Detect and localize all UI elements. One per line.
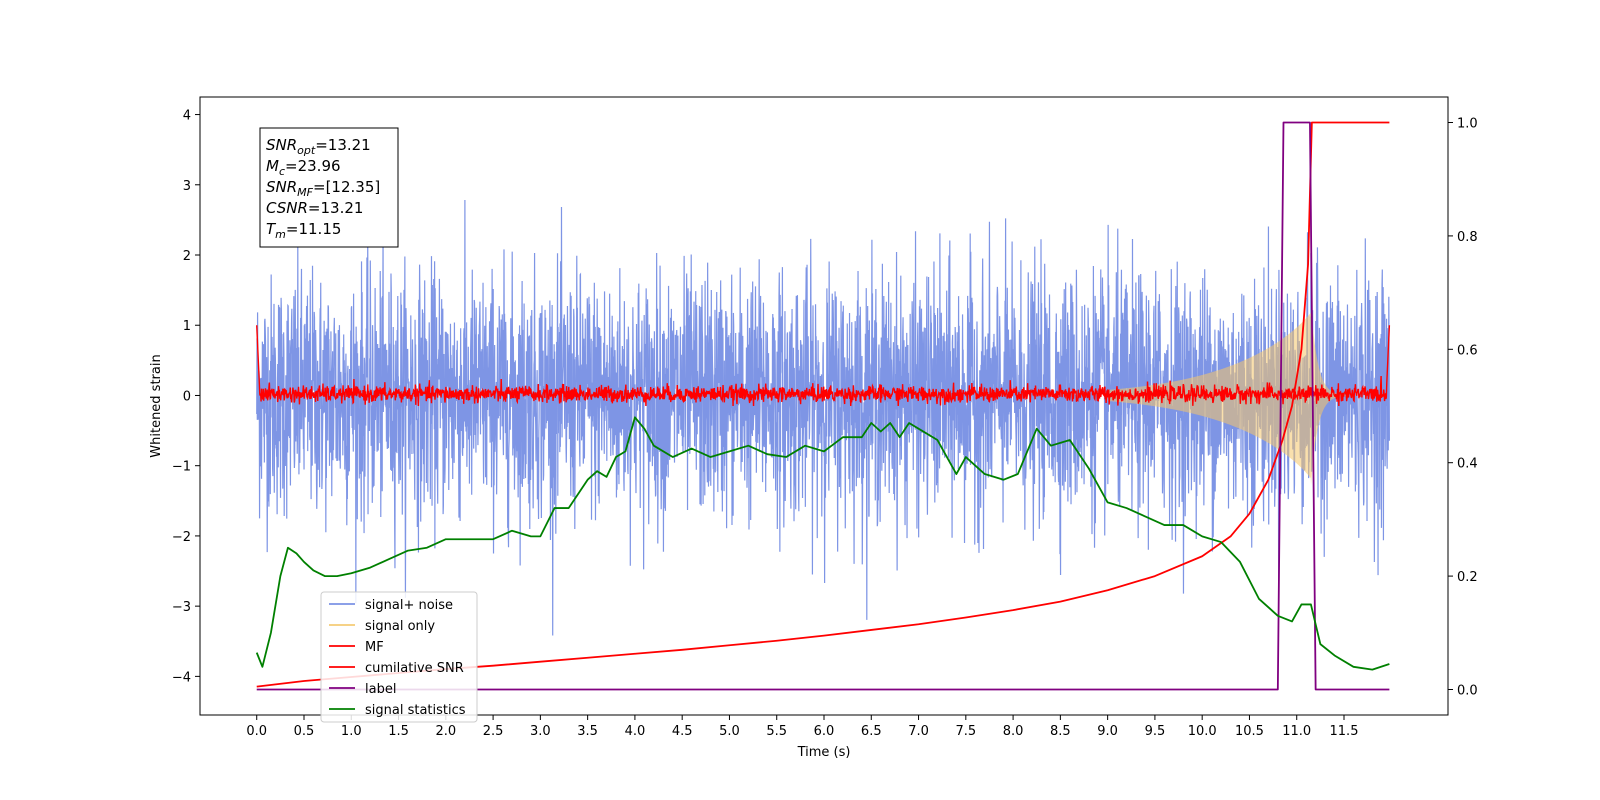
annotation-subscript: opt xyxy=(297,144,316,157)
x-tick-label: 6.0 xyxy=(814,724,835,739)
x-tick-label: 2.0 xyxy=(435,724,456,739)
x-tick-label: 8.5 xyxy=(1050,724,1071,739)
x-tick-label: 7.0 xyxy=(908,724,929,739)
annotation-value: =[12.35] xyxy=(313,178,380,196)
y2-tick-label: 0.6 xyxy=(1457,343,1478,358)
x-tick-label: 11.5 xyxy=(1330,724,1359,739)
y2-tick-label: 0.0 xyxy=(1457,683,1478,698)
y2-tick-label: 0.8 xyxy=(1457,230,1478,245)
series-mf xyxy=(256,325,1391,407)
x-tick-label: 5.5 xyxy=(766,724,787,739)
annotation-symbol: CSNR xyxy=(266,199,308,217)
annotation-box: SNRopt=13.21Mc=23.96SNRMF=[12.35]CSNR=13… xyxy=(259,127,399,248)
annotation-frame xyxy=(259,127,399,248)
annotation-value: =11.15 xyxy=(286,220,342,238)
x-tick-label: 9.5 xyxy=(1145,724,1166,739)
series-signal-noise xyxy=(256,199,1390,636)
x-tick-label: 11.0 xyxy=(1282,724,1311,739)
annotation-value: =13.21 xyxy=(308,199,364,217)
y-tick-label: −4 xyxy=(172,670,191,685)
annotation-symbol: T xyxy=(266,220,277,238)
y-tick-label: −2 xyxy=(172,530,191,545)
annotation-line: SNRMF=[12.35] xyxy=(266,178,380,199)
y-tick-label: 1 xyxy=(183,319,191,334)
annotation-symbol: M xyxy=(266,157,279,175)
y-tick-label: 0 xyxy=(183,389,191,404)
annotation-value: =23.96 xyxy=(285,157,341,175)
x-tick-label: 4.0 xyxy=(625,724,646,739)
plot-area xyxy=(255,121,1391,691)
x-tick-label: 10.0 xyxy=(1188,724,1217,739)
legend-label: signal+ noise xyxy=(365,598,453,613)
y-tick-label: 4 xyxy=(183,109,191,124)
annotation-line: SNRopt=13.21 xyxy=(266,136,371,157)
y2-tick-label: 0.2 xyxy=(1457,570,1478,585)
legend-label: MF xyxy=(365,640,384,655)
x-axis-label: Time (s) xyxy=(797,745,851,760)
annotation-subscript: MF xyxy=(297,186,313,199)
legend-label: cumilative SNR xyxy=(365,661,464,676)
y-tick-label: −3 xyxy=(172,600,191,615)
legend-frame xyxy=(320,591,478,723)
annotation-line: Tm=11.15 xyxy=(266,220,341,241)
axes: 0.0 0.5 1.0 1.5 2.0 2.5 3.0 3.5 4.0 4.5 5.0 5.5 6.0 6… xyxy=(172,109,1478,739)
y-axis-label: Whitened strain xyxy=(149,354,164,457)
x-tick-label: 2.5 xyxy=(483,724,504,739)
y-tick-label: 3 xyxy=(183,179,191,194)
series-cumilative-snr xyxy=(256,121,1390,688)
x-tick-label: 9.0 xyxy=(1097,724,1118,739)
x-tick-label: 4.5 xyxy=(672,724,693,739)
x-tick-label: 0.5 xyxy=(294,724,315,739)
series-signal-statistics xyxy=(255,416,1390,671)
annotation-value: =13.21 xyxy=(315,136,371,154)
annotation-symbol: SNR xyxy=(266,178,297,196)
series-label xyxy=(256,121,1390,691)
x-tick-label: 3.0 xyxy=(530,724,551,739)
y2-tick-label: 0.4 xyxy=(1457,457,1478,472)
x-tick-label: 6.5 xyxy=(861,724,882,739)
legend-label: signal only xyxy=(365,619,435,634)
y2-tick-label: 1.0 xyxy=(1457,117,1478,132)
x-tick-label: 8.0 xyxy=(1003,724,1024,739)
x-tick-label: 3.5 xyxy=(577,724,598,739)
annotation-subscript: c xyxy=(279,165,285,178)
annotation-line: Mc=23.96 xyxy=(266,157,341,178)
annotation-symbol: SNR xyxy=(266,136,297,154)
x-tick-label: 7.5 xyxy=(955,724,976,739)
legend-label: label xyxy=(365,682,396,697)
x-tick-label: 10.5 xyxy=(1235,724,1264,739)
legend-label: signal statistics xyxy=(365,703,466,718)
y-tick-label: −1 xyxy=(172,460,191,475)
y-tick-label: 2 xyxy=(183,249,191,264)
x-tick-label: 5.0 xyxy=(719,724,740,739)
x-tick-label: 1.5 xyxy=(388,724,409,739)
x-tick-label: 1.0 xyxy=(341,724,362,739)
annotation-line: CSNR=13.21 xyxy=(266,199,363,217)
legend: signal+ noise signal only MF cumilative SNR… xyxy=(320,591,478,723)
x-tick-label: 0.0 xyxy=(246,724,267,739)
annotation-subscript: m xyxy=(275,228,286,241)
